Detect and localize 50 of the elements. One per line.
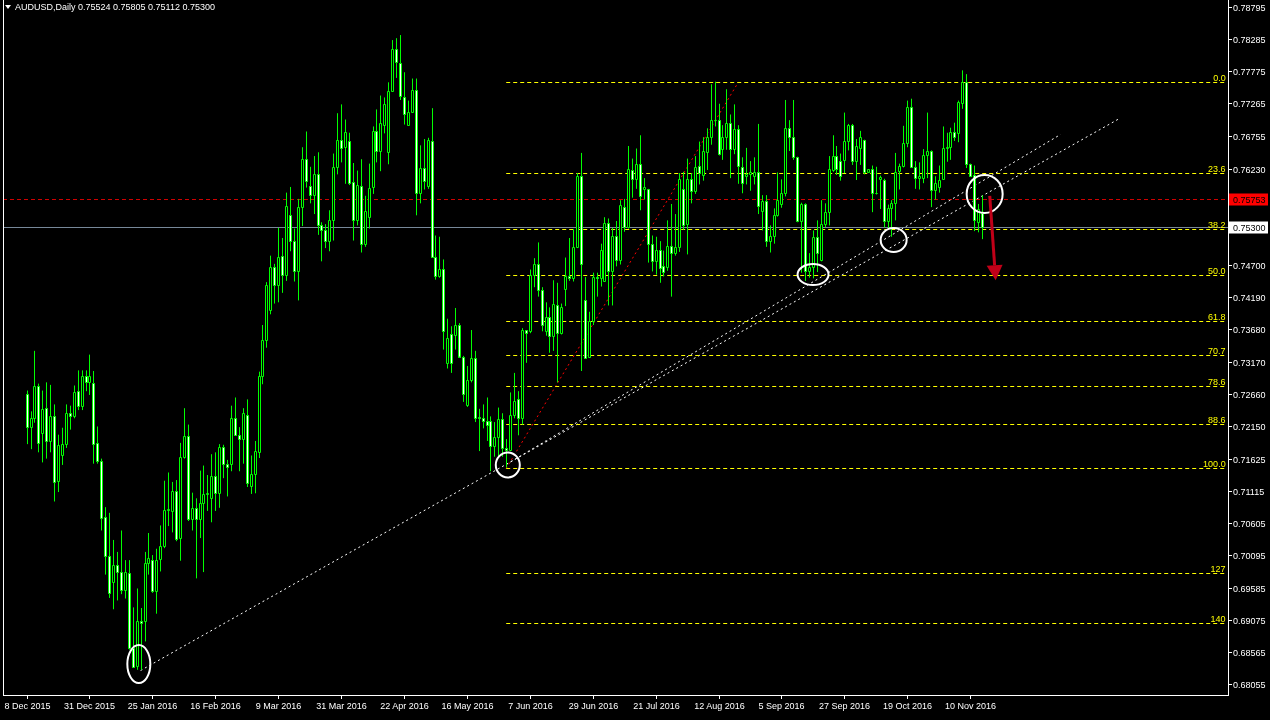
- y-tick-label: 0.74700: [1233, 260, 1266, 271]
- y-tick-label: 0.70095: [1233, 550, 1266, 561]
- series-label: 61.8: [1208, 311, 1226, 322]
- y-tick-label: 0.69585: [1233, 583, 1266, 594]
- series-label: 100.0: [1203, 458, 1226, 469]
- series-label: 0.0: [1213, 72, 1226, 83]
- y-tick-label: 0.72660: [1233, 389, 1266, 400]
- x-tick-label: 10 Nov 2016: [944, 701, 997, 711]
- y-tick-label: 0.76755: [1233, 131, 1266, 142]
- x-tick-label: 25 Jan 2016: [127, 701, 178, 711]
- x-tick-label: 12 Aug 2016: [694, 701, 745, 711]
- y-tick-label: 0.78285: [1233, 34, 1266, 45]
- y-tick-label: 0.75753: [1233, 194, 1266, 205]
- x-tick-label: 27 Sep 2016: [818, 701, 871, 711]
- y-tick-label: 0.77265: [1233, 98, 1266, 109]
- x-tick-label: 7 Jun 2016: [508, 701, 553, 711]
- y-tick-label: 0.70605: [1233, 518, 1266, 529]
- y-tick-label: 0.68565: [1233, 647, 1266, 658]
- x-tick-label: 22 Apr 2016: [380, 701, 429, 711]
- series-label: 23.6: [1208, 163, 1226, 174]
- x-tick-label: 9 Mar 2016: [255, 701, 302, 711]
- series-label: 127: [1210, 563, 1226, 574]
- y-tick-label: 0.69075: [1233, 615, 1266, 626]
- series-label: 38.2: [1208, 219, 1226, 230]
- y-tick-label: 0.71115: [1233, 486, 1265, 497]
- x-tick-label: 16 Feb 2016: [190, 701, 241, 711]
- x-tick-label: 21 Jul 2016: [633, 701, 680, 711]
- series-label: 50.0: [1208, 265, 1226, 276]
- x-tick-label: 31 Mar 2016: [316, 701, 367, 711]
- y-tick-label: 0.73170: [1233, 357, 1266, 368]
- y-tick-label: 0.78795: [1233, 2, 1266, 13]
- series-label: 78.6: [1208, 376, 1226, 387]
- series-label: 88.6: [1208, 414, 1226, 425]
- x-tick-label: 29 Jun 2016: [568, 701, 619, 711]
- x-tick-label: 8 Dec 2015: [4, 701, 51, 711]
- y-tick-label: 0.75300: [1233, 222, 1266, 233]
- series-label: 140: [1210, 613, 1226, 624]
- y-tick-label: 0.68055: [1233, 679, 1266, 690]
- y-tick-label: 0.77775: [1233, 66, 1266, 77]
- y-tick-label: 0.72150: [1233, 421, 1266, 432]
- x-tick-label: 16 May 2016: [441, 701, 494, 711]
- y-tick-label: 0.74190: [1233, 292, 1266, 303]
- chart-title: AUDUSD,Daily 0.75524 0.75805 0.75112 0.75300: [15, 2, 215, 12]
- x-tick-label: 5 Sep 2016: [758, 701, 805, 711]
- y-tick-label: 0.76230: [1233, 164, 1266, 175]
- series-label: 70.7: [1208, 345, 1226, 356]
- y-tick-label: 0.71625: [1233, 454, 1266, 465]
- x-tick-label: 19 Oct 2016: [882, 701, 933, 711]
- y-tick-label: 0.73680: [1233, 324, 1266, 335]
- x-tick-label: 31 Dec 2015: [63, 701, 116, 711]
